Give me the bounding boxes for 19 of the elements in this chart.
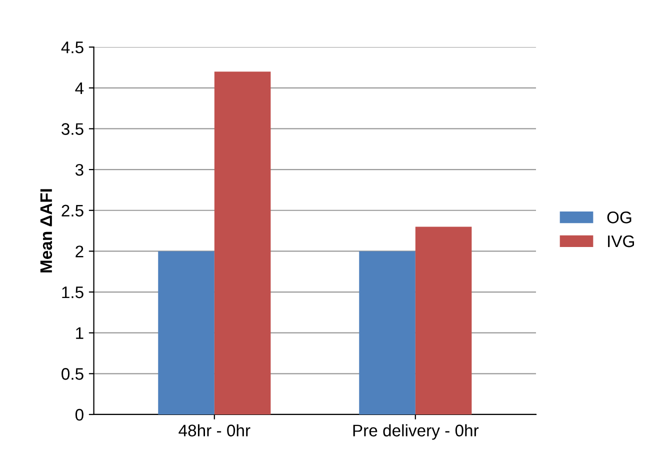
bar bbox=[158, 251, 214, 414]
y-tick-label: 3.5 bbox=[62, 123, 84, 135]
y-tick-label: 3 bbox=[75, 164, 84, 176]
x-tick-label: 48hr - 0hr bbox=[178, 424, 250, 436]
bar bbox=[359, 251, 416, 414]
bar bbox=[214, 72, 271, 414]
legend-label: OG bbox=[607, 212, 632, 224]
y-tick-label: 1 bbox=[76, 327, 84, 339]
y-tick-label: 1.5 bbox=[62, 286, 84, 298]
y-tick-label: 0 bbox=[75, 408, 84, 421]
y-tick-label: 0.5 bbox=[62, 368, 84, 380]
y-tick-label: 2.5 bbox=[62, 204, 84, 217]
y-tick-label: 2 bbox=[76, 246, 84, 258]
x-tick-label: Pre delivery - 0hr bbox=[353, 424, 479, 440]
legend-label: IVG bbox=[608, 235, 634, 248]
bar bbox=[415, 226, 472, 414]
y-tick-label: 4 bbox=[75, 82, 84, 94]
y-axis-title: Mean ΔAFI bbox=[40, 189, 52, 272]
y-tick-label: 4.5 bbox=[61, 42, 84, 54]
